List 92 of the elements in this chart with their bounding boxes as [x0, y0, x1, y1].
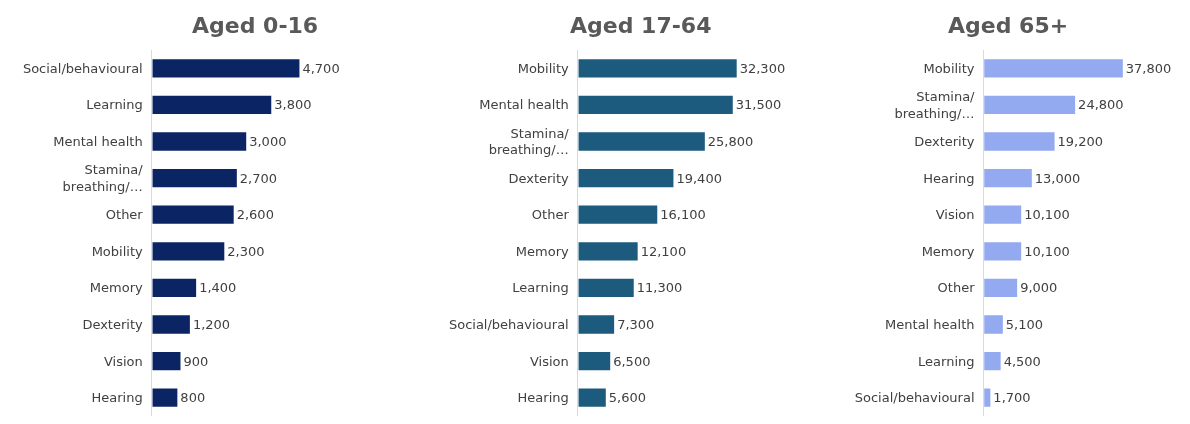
- y-tick-label: Social/behavioural: [448, 317, 569, 333]
- bar: [984, 168, 1032, 188]
- data-label: 1,400: [199, 280, 237, 296]
- y-tick-label: Mental health: [885, 317, 975, 333]
- y-tick-label: Mobility: [517, 60, 570, 76]
- data-label: 19,200: [1057, 134, 1104, 149]
- data-label: 2,300: [227, 243, 265, 259]
- y-tick-label: Vision: [103, 353, 143, 369]
- y-tick-label: Mental health: [53, 134, 143, 150]
- y-tick-label: Hearing: [923, 170, 975, 186]
- y-tick-label: Vision: [529, 353, 569, 369]
- data-label: 24,800: [1078, 97, 1124, 113]
- bar: [984, 242, 1022, 261]
- bar: [984, 59, 1123, 78]
- data-label: 1,200: [192, 317, 231, 332]
- bar: [152, 168, 237, 188]
- data-label: 1,700: [993, 390, 1031, 406]
- y-tick-label: Dexterity: [508, 170, 570, 186]
- bar: [578, 278, 634, 298]
- data-label: 10,100: [1024, 207, 1070, 223]
- bar: [984, 95, 1076, 115]
- y-tick-label: Social/behavioural: [854, 390, 975, 406]
- bar: [984, 315, 1003, 334]
- y-tick-label: Dexterity: [914, 134, 975, 150]
- bar: [578, 132, 705, 151]
- data-label: 19,400: [676, 170, 722, 186]
- y-tick-label: Stamina/ breathing/…: [488, 125, 570, 158]
- data-label: 4,500: [1003, 353, 1041, 369]
- bar: [984, 132, 1055, 151]
- y-tick-label: Hearing: [91, 390, 143, 406]
- bar: [578, 388, 606, 407]
- data-label: 13,000: [1034, 170, 1081, 186]
- bar: [152, 95, 272, 115]
- y-tick-label: Mental health: [479, 97, 569, 113]
- y-tick-label: Learning: [918, 353, 975, 369]
- data-label: 12,100: [640, 243, 687, 259]
- bar: [578, 59, 737, 78]
- data-label: 2,700: [239, 170, 278, 186]
- data-label: 800: [180, 390, 206, 406]
- y-tick-label: Memory: [89, 280, 144, 296]
- data-label: 11,300: [636, 280, 683, 296]
- bar: [578, 95, 733, 115]
- bar: [152, 59, 300, 78]
- bar: [152, 351, 181, 371]
- data-label: 9,000: [1020, 280, 1058, 296]
- data-label: 31,500: [735, 97, 782, 113]
- bar: [984, 278, 1018, 298]
- chart-title: Aged 17-64: [570, 13, 712, 38]
- data-label: 4,700: [302, 60, 340, 76]
- data-label: 5,100: [1005, 317, 1044, 332]
- data-label: 5,600: [608, 390, 647, 406]
- bar: [984, 351, 1001, 371]
- y-tick-label: Social/behavioural: [22, 60, 143, 76]
- y-tick-label: Memory: [921, 243, 975, 259]
- data-label: 10,100: [1024, 243, 1070, 259]
- y-tick-label: Other: [531, 207, 570, 223]
- data-label: 7,300: [617, 317, 655, 332]
- bar: [578, 315, 615, 334]
- y-tick-label: Memory: [515, 243, 570, 259]
- data-label: 37,800: [1125, 60, 1172, 76]
- y-tick-label: Hearing: [517, 390, 569, 406]
- data-label: 6,500: [613, 353, 651, 369]
- y-tick-label: Vision: [935, 207, 975, 223]
- data-label: 16,100: [660, 207, 706, 223]
- y-tick-label: Mobility: [91, 243, 144, 259]
- y-tick-label: Mobility: [923, 60, 975, 76]
- bar: [152, 242, 225, 261]
- bar: [984, 205, 1022, 224]
- data-label: 2,600: [236, 207, 274, 223]
- bar: [578, 351, 611, 371]
- data-label: 3,800: [274, 97, 312, 113]
- y-tick-label: Learning: [86, 97, 143, 113]
- y-tick-label: Stamina/ breathing/…: [894, 89, 976, 121]
- y-tick-label: Other: [105, 207, 144, 223]
- y-tick-label: Learning: [512, 280, 569, 296]
- bar: [152, 388, 178, 407]
- y-tick-label: Dexterity: [82, 317, 144, 333]
- data-label: 25,800: [707, 134, 754, 149]
- bar: [152, 278, 197, 298]
- chart-title: Aged 0-16: [192, 13, 319, 38]
- bar: [578, 242, 638, 261]
- bar: [152, 315, 190, 334]
- bar: [578, 168, 674, 188]
- bar: [152, 132, 247, 151]
- y-tick-label: Other: [937, 280, 976, 296]
- data-label: 900: [183, 353, 209, 369]
- y-tick-label: Stamina/ breathing/…: [62, 162, 144, 195]
- data-label: 32,300: [739, 60, 786, 76]
- chart-title: Aged 65+: [948, 13, 1069, 38]
- bar: [578, 205, 658, 224]
- bar: [152, 205, 234, 224]
- data-label: 3,000: [249, 134, 287, 149]
